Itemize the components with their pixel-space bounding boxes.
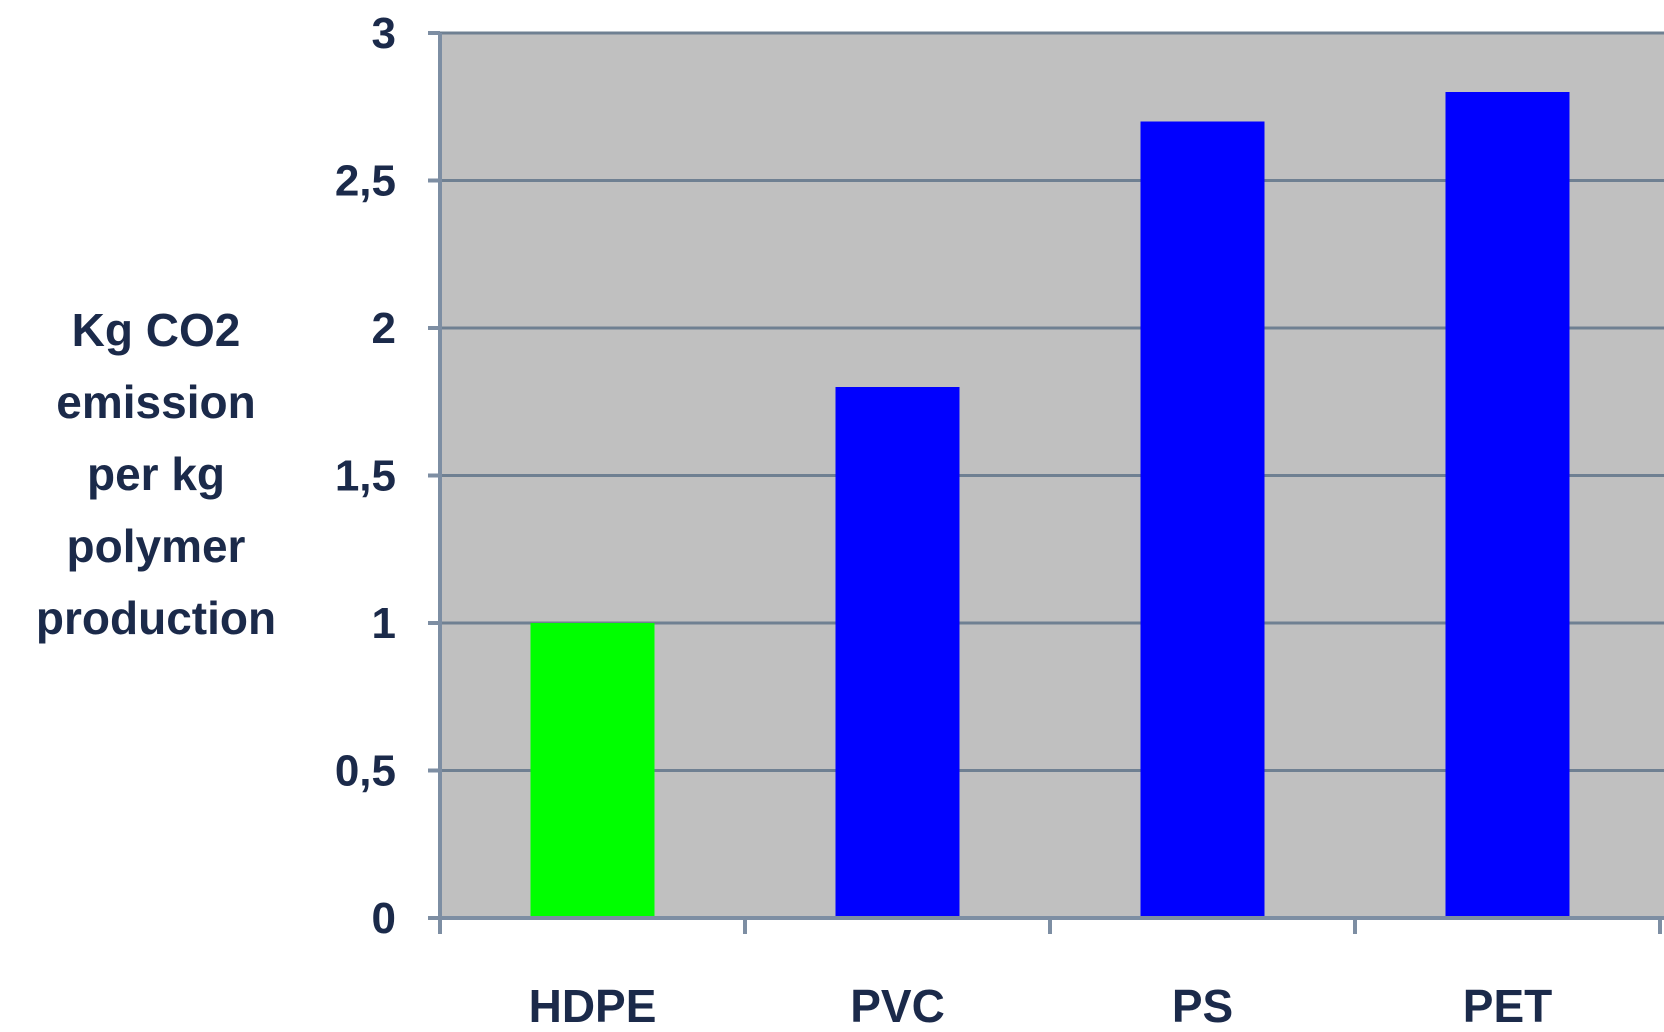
x-tick-label: HDPE xyxy=(529,980,657,1032)
y-axis-label-line: per kg xyxy=(87,448,225,500)
y-tick-label: 2 xyxy=(372,304,396,353)
y-tick-label: 0,5 xyxy=(335,747,396,796)
x-tick-label: PS xyxy=(1172,980,1233,1032)
axes xyxy=(428,31,1664,934)
y-tick-label: 1 xyxy=(372,599,396,648)
bar-pet xyxy=(1445,92,1570,918)
y-axis-label: Kg CO2 emission per kg polymer production xyxy=(36,304,276,644)
bar-pvc xyxy=(835,387,960,918)
x-tick-label: PVC xyxy=(850,980,945,1032)
y-axis-label-line: Kg CO2 xyxy=(72,304,241,356)
y-tick-labels: 0 0,5 1 1,5 2 2,5 3 xyxy=(335,9,396,943)
y-tick-label: 0 xyxy=(372,894,396,943)
y-axis-label-line: polymer xyxy=(67,520,246,572)
y-tick-label: 3 xyxy=(372,9,396,58)
bar-ps xyxy=(1140,121,1265,918)
y-tick-label: 2,5 xyxy=(335,157,396,206)
bar-hdpe xyxy=(530,623,655,918)
bars xyxy=(530,92,1570,918)
y-axis-label-line: production xyxy=(36,592,276,644)
x-tick-label: PET xyxy=(1463,980,1552,1032)
y-axis-label-line: emission xyxy=(56,376,255,428)
x-tick-labels: HDPE PVC PS PET xyxy=(529,980,1553,1032)
y-tick-label: 1,5 xyxy=(335,452,396,501)
